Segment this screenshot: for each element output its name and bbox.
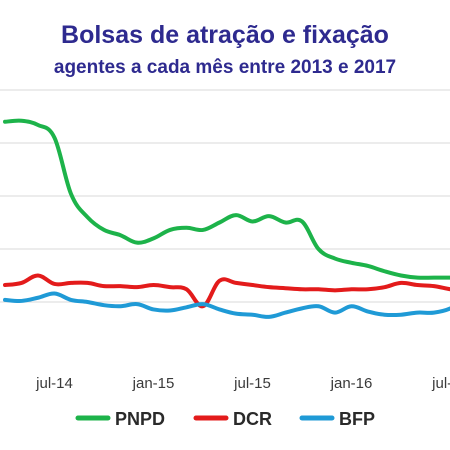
x-tick-label: jan-15 [132,375,175,392]
x-tick-label: jul-14 [35,375,73,392]
legend: PNPD DCR BFP [75,409,375,429]
legend-label-dcr: DCR [233,409,272,429]
legend-label-pnpd: PNPD [115,409,165,429]
grid-lines [0,89,450,303]
x-tick-label: jul-15 [233,375,271,392]
x-tick-label: jul-16 [431,375,450,392]
series-line-pnpd [3,118,450,280]
series-lines [3,118,450,319]
series-line-dcr [3,273,450,309]
legend-label-bfp: BFP [339,409,375,429]
chart-title: Bolsas de atração e fixação [61,21,389,49]
chart-subtitle: agentes a cada mês entre 2013 e 2017 [53,57,397,78]
x-tick-label: jan-16 [330,375,373,392]
series-line-bfp [3,291,450,319]
